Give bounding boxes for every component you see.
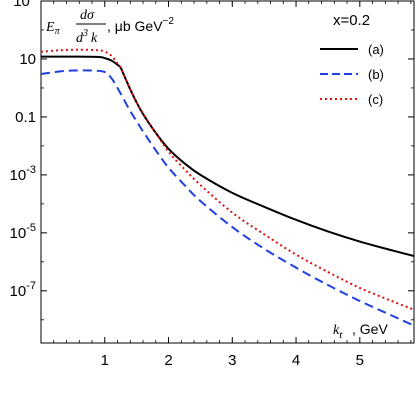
- ylabel-units-exp: −2: [163, 16, 175, 27]
- y-tick-label: 10-3: [10, 164, 36, 184]
- plot-frame: [40, 0, 415, 344]
- x-tick-label: 1: [101, 352, 109, 369]
- svg-text:dσ: dσ: [80, 8, 95, 23]
- ylabel-units: , μb GeV: [107, 18, 163, 34]
- x-axis-label: kt , GeV: [333, 321, 388, 341]
- x-tick-label: 2: [164, 352, 172, 369]
- axis-ticks: [41, 0, 414, 343]
- legend-label-c: (c): [368, 92, 383, 107]
- x-tick-label: 4: [292, 352, 300, 369]
- y-tick-label: 10: [19, 51, 36, 68]
- x-tick-label: 5: [356, 352, 364, 369]
- svg-text:, GeV: , GeV: [352, 321, 388, 337]
- legend: x=0.2 (a) (b) (c): [320, 12, 384, 107]
- y-tick-label: 10-7: [10, 280, 36, 300]
- xlabel-k: k: [333, 323, 340, 338]
- svg-text:d3k: d3 k: [76, 28, 98, 46]
- y-tick-label: 0.1: [15, 109, 36, 126]
- series-layer: [40, 48, 415, 327]
- svg-text:Eπ: Eπ: [45, 20, 61, 37]
- y-axis-label: Eπ dσ d3 k , μb GeV−2: [45, 8, 174, 46]
- series-line-c: [40, 48, 415, 311]
- ylabel-den-d: d: [76, 31, 84, 46]
- series-line-a: [40, 55, 415, 258]
- ylabel-numerator: dσ: [80, 8, 95, 23]
- y-tick-label: 103: [13, 0, 36, 10]
- legend-label-b: (b): [368, 67, 384, 82]
- ylabel-prefix-sub: π: [55, 26, 61, 37]
- x-tick-label: 3: [228, 352, 236, 369]
- series-line-b: [40, 69, 415, 327]
- ylabel-den-exp: 3: [82, 28, 88, 39]
- xlabel-units: , GeV: [352, 321, 388, 337]
- tick-labels: 1 2 3 4 5 103 10 0.1 10-3 10-5 10-7: [10, 0, 364, 369]
- ylabel-prefix: E: [45, 20, 55, 35]
- legend-title: x=0.2: [333, 12, 370, 29]
- svg-text:, μb GeV−2: , μb GeV−2: [107, 16, 174, 34]
- y-tick-label: 10-5: [10, 222, 36, 242]
- svg-text:kt: kt: [333, 323, 343, 341]
- xlabel-sub: t: [339, 329, 343, 341]
- legend-label-a: (a): [368, 42, 384, 57]
- ylabel-den-k: k: [91, 31, 98, 46]
